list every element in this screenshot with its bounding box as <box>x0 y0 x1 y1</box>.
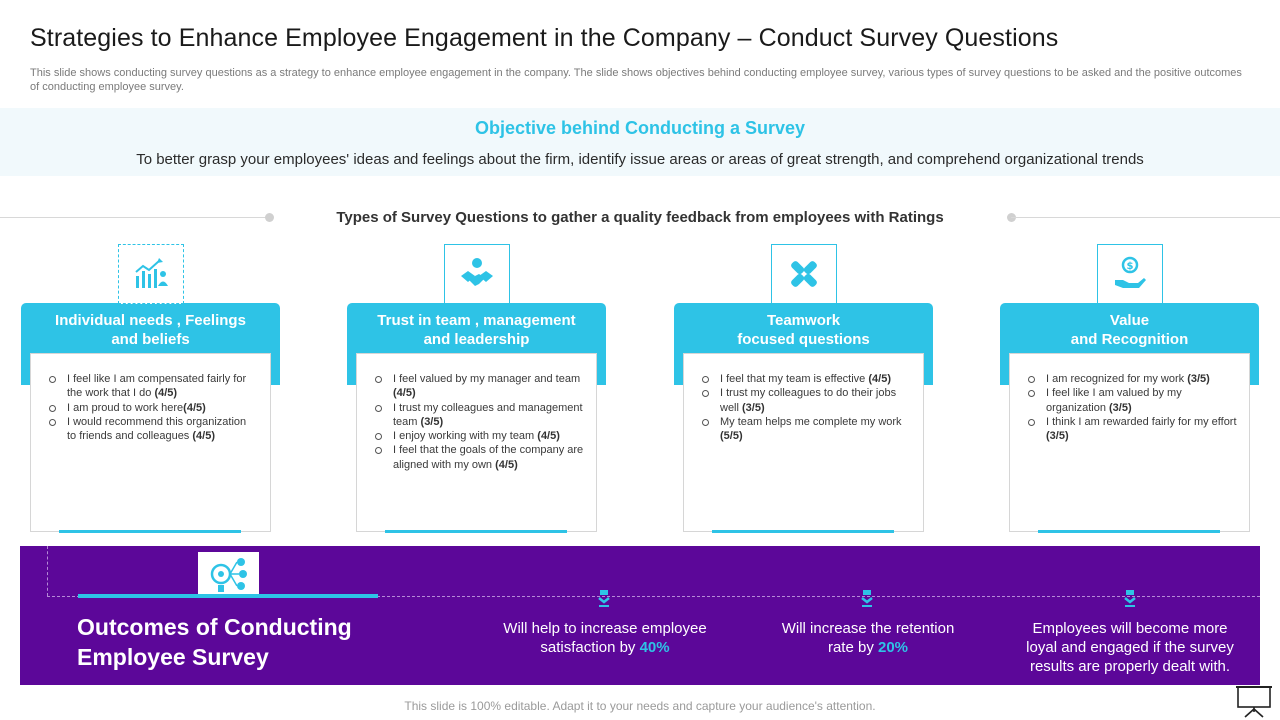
divider-line-right <box>1011 217 1280 218</box>
outcomes-title: Outcomes of Conducting Employee Survey <box>77 614 352 670</box>
card-accent-bar <box>59 530 241 533</box>
list-item: I feel like I am valued by my organizati… <box>1028 386 1237 415</box>
list-item: I am proud to work here(4/5) <box>49 401 258 415</box>
list-item: I would recommend this organization to f… <box>49 415 258 444</box>
outcome-item-retention: Will increase the retention rate by 20% <box>781 620 955 656</box>
card-title: Individual needs , Feelings and beliefs <box>55 312 246 348</box>
list-item: I feel that the goals of the company are… <box>375 443 584 472</box>
page-subtitle: This slide shows conducting survey quest… <box>30 67 1242 93</box>
objective-heading: Objective behind Conducting a Survey <box>474 118 806 138</box>
svg-text:$: $ <box>1127 261 1134 272</box>
card-title: Value and Recognition <box>1070 312 1189 348</box>
objective-section: Objective behind Conducting a Survey To … <box>0 108 1280 176</box>
outcomes-accent-bar <box>78 594 378 598</box>
list-item: My team helps me complete my work (5/5) <box>702 415 911 444</box>
list-item: I feel like I am compensated fairly for … <box>49 372 258 401</box>
footer-note: This slide is 100% editable. Adapt it to… <box>404 699 876 713</box>
survey-card-value: $ Value and Recognition I am recognized f… <box>1000 244 1259 534</box>
chevron-down-icon <box>598 590 610 607</box>
teamwork-hands-icon <box>771 244 837 304</box>
card-body: I feel that my team is effective (4/5) I… <box>683 353 924 532</box>
list-item: I enjoy working with my team (4/5) <box>375 429 584 443</box>
objective-text: To better grasp your employees' ideas an… <box>136 151 1144 168</box>
survey-card-teamwork: Teamwork focused questions I feel that my… <box>674 244 933 534</box>
outcome-item-satisfaction: Will help to increase employee satisfacti… <box>503 620 707 656</box>
growth-chart-icon <box>118 244 184 304</box>
list-item: I trust my colleagues to do their jobs w… <box>702 386 911 415</box>
timeline-line <box>47 596 1260 597</box>
divider-dot-left <box>265 213 274 222</box>
card-title: Teamwork focused questions <box>737 312 870 348</box>
types-heading: Types of Survey Questions to gather a qu… <box>336 209 944 226</box>
card-accent-bar <box>1038 530 1220 533</box>
card-accent-bar <box>385 530 567 533</box>
card-accent-bar <box>712 530 894 533</box>
card-body: I am recognized for my work (3/5) I feel… <box>1009 353 1250 532</box>
list-item: I am recognized for my work (3/5) <box>1028 372 1237 386</box>
list-item: I think I am rewarded fairly for my effo… <box>1028 415 1237 444</box>
money-hand-icon: $ <box>1097 244 1163 304</box>
page-title: Strategies to Enhance Employee Engagemen… <box>30 24 1059 52</box>
chevron-down-icon <box>861 590 873 607</box>
connector-line <box>47 546 48 596</box>
survey-card-individual-needs: Individual needs , Feelings and beliefs I… <box>21 244 280 534</box>
card-body: I feel like I am compensated fairly for … <box>30 353 271 532</box>
chevron-down-icon <box>1124 590 1136 607</box>
divider-line-left <box>0 217 268 218</box>
list-item: I trust my colleagues and management tea… <box>375 401 584 430</box>
survey-card-trust: Trust in team , management and leadership… <box>347 244 606 534</box>
list-item: I feel valued by my manager and team (4/… <box>375 372 584 401</box>
presentation-board-icon <box>1236 686 1272 718</box>
outcome-item-loyalty: Employees will become more loyal and enga… <box>1026 620 1234 675</box>
list-item: I feel that my team is effective (4/5) <box>702 372 911 386</box>
handshake-icon <box>444 244 510 304</box>
survey-network-icon <box>198 552 259 596</box>
outcomes-section: Outcomes of Conducting Employee Survey Wi… <box>20 546 1260 685</box>
card-title: Trust in team , management and leadership <box>377 312 576 348</box>
card-body: I feel valued by my manager and team (4/… <box>356 353 597 532</box>
